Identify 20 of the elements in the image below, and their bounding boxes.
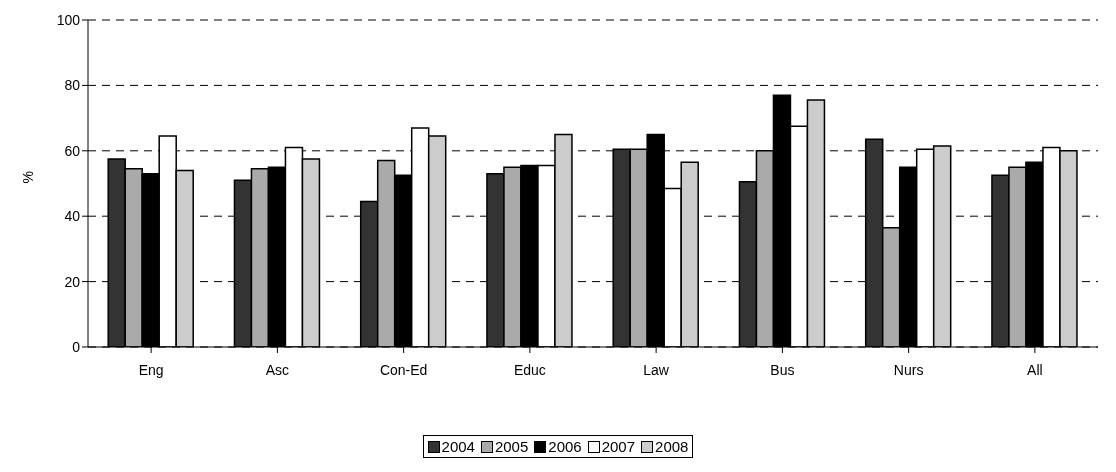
y-tick-label: 0: [72, 338, 81, 355]
y-tick-label: 20: [64, 273, 81, 290]
x-tick-label: All: [1027, 361, 1043, 378]
x-tick-label: Law: [643, 361, 670, 378]
y-tick-label: 40: [64, 208, 81, 225]
x-tick-label: Asc: [265, 361, 290, 378]
y-axis-title: %: [19, 171, 36, 184]
y-tick-label: 80: [64, 77, 81, 94]
legend-label: 2004: [440, 438, 475, 455]
x-tick-label: Con-Ed: [379, 361, 428, 378]
legend-label: 2008: [654, 438, 689, 455]
legend-label: 2005: [493, 438, 529, 455]
y-tick-label: 100: [56, 11, 81, 28]
y-tick-label: 60: [64, 142, 81, 159]
legend-label: 2006: [547, 438, 582, 455]
legend-label: 2007: [600, 438, 636, 455]
x-tick-label: Nurs: [893, 361, 924, 378]
x-tick-label: Eng: [138, 361, 164, 378]
x-tick-label: Educ: [513, 361, 546, 378]
x-tick-label: Bus: [770, 361, 795, 378]
